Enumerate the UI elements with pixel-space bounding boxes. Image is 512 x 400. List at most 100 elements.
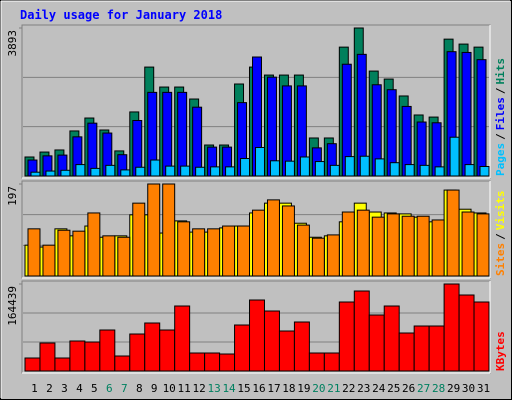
x-tick-label: 1 xyxy=(31,382,38,395)
bar xyxy=(311,237,325,277)
bar xyxy=(240,158,251,177)
bar xyxy=(60,169,71,177)
bar xyxy=(225,166,236,177)
bar xyxy=(284,160,295,177)
x-tick-label: 3 xyxy=(61,382,68,395)
y-max-label: 3893 xyxy=(6,30,19,57)
bar xyxy=(359,155,370,177)
bar xyxy=(461,211,475,277)
x-tick-label: 25 xyxy=(387,382,400,395)
x-tick-label: 19 xyxy=(297,382,310,395)
legend-entry: Pages xyxy=(494,143,507,176)
bar xyxy=(293,321,310,372)
y-max-label: 164439 xyxy=(6,286,19,326)
bar xyxy=(102,235,116,277)
bar xyxy=(174,305,191,372)
bar xyxy=(479,165,490,177)
legend-entry: KBytes xyxy=(494,331,507,371)
x-tick-label: 24 xyxy=(372,382,386,395)
legend: KBytes xyxy=(494,331,507,371)
x-tick-label: 5 xyxy=(91,382,98,395)
bar xyxy=(84,341,101,372)
x-tick-label: 11 xyxy=(178,382,191,395)
bar xyxy=(30,171,41,177)
bar xyxy=(69,340,86,372)
bar xyxy=(476,59,487,177)
legend: Sites / Visits xyxy=(494,191,507,277)
bar xyxy=(443,283,460,372)
bar xyxy=(159,329,176,372)
bar xyxy=(75,164,86,177)
bar xyxy=(105,164,116,177)
bar xyxy=(237,225,251,277)
bar xyxy=(428,325,445,372)
bar xyxy=(162,91,173,177)
bar xyxy=(222,225,236,277)
legend: Pages / Files / Hits xyxy=(494,58,507,176)
bar xyxy=(195,166,206,177)
bar xyxy=(90,167,101,177)
legend-entry: Sites xyxy=(494,243,507,276)
bar xyxy=(368,314,385,372)
bar xyxy=(150,159,161,177)
bar xyxy=(57,229,71,277)
legend-separator: / xyxy=(494,133,507,140)
x-tick-label: 28 xyxy=(432,382,445,395)
bar xyxy=(281,205,295,277)
bar xyxy=(314,161,325,177)
legend-entry: Hits xyxy=(494,58,507,85)
bar xyxy=(144,322,161,372)
bar xyxy=(446,189,460,277)
bar xyxy=(114,355,131,372)
bar xyxy=(323,352,340,372)
bar xyxy=(120,169,131,177)
bar xyxy=(266,199,280,277)
bar xyxy=(449,136,460,177)
x-tick-label: 13 xyxy=(207,382,220,395)
legend-separator: / xyxy=(494,87,507,94)
x-tick-label: 15 xyxy=(237,382,250,395)
bar xyxy=(374,158,385,177)
x-tick-label: 20 xyxy=(312,382,325,395)
legend-entry: Files xyxy=(494,97,507,130)
x-tick-label: 31 xyxy=(477,382,490,395)
bar xyxy=(45,170,56,177)
x-tick-label: 23 xyxy=(357,382,370,395)
bar xyxy=(99,329,116,372)
bar xyxy=(464,164,475,177)
bar xyxy=(147,183,161,277)
bar xyxy=(249,299,265,372)
x-tick-label: 14 xyxy=(222,382,236,395)
x-tick-label: 22 xyxy=(342,382,355,395)
bar xyxy=(219,353,236,372)
x-tick-label: 10 xyxy=(163,382,176,395)
bar xyxy=(39,342,56,372)
bar xyxy=(434,166,445,177)
bar xyxy=(356,209,370,277)
bar xyxy=(54,357,71,372)
bar xyxy=(338,301,355,372)
bar xyxy=(461,51,472,177)
bar xyxy=(326,234,340,277)
bar xyxy=(476,213,490,277)
x-tick-label: 26 xyxy=(402,382,415,395)
bar xyxy=(353,290,370,372)
bar xyxy=(204,352,221,372)
bar xyxy=(269,160,280,177)
bar xyxy=(177,91,188,177)
x-tick-label: 9 xyxy=(151,382,158,395)
x-tick-label: 7 xyxy=(121,382,128,395)
bar xyxy=(404,164,415,177)
y-max-label: 197 xyxy=(6,186,19,206)
bar xyxy=(87,212,101,277)
bar xyxy=(180,165,191,177)
x-tick-label: 29 xyxy=(447,382,460,395)
bar xyxy=(177,221,191,277)
bar xyxy=(162,183,176,277)
bar xyxy=(398,332,415,372)
bar xyxy=(27,228,41,277)
x-tick-label: 6 xyxy=(106,382,113,395)
legend-entry: Visits xyxy=(494,191,507,231)
x-tick-label: 16 xyxy=(252,382,265,395)
